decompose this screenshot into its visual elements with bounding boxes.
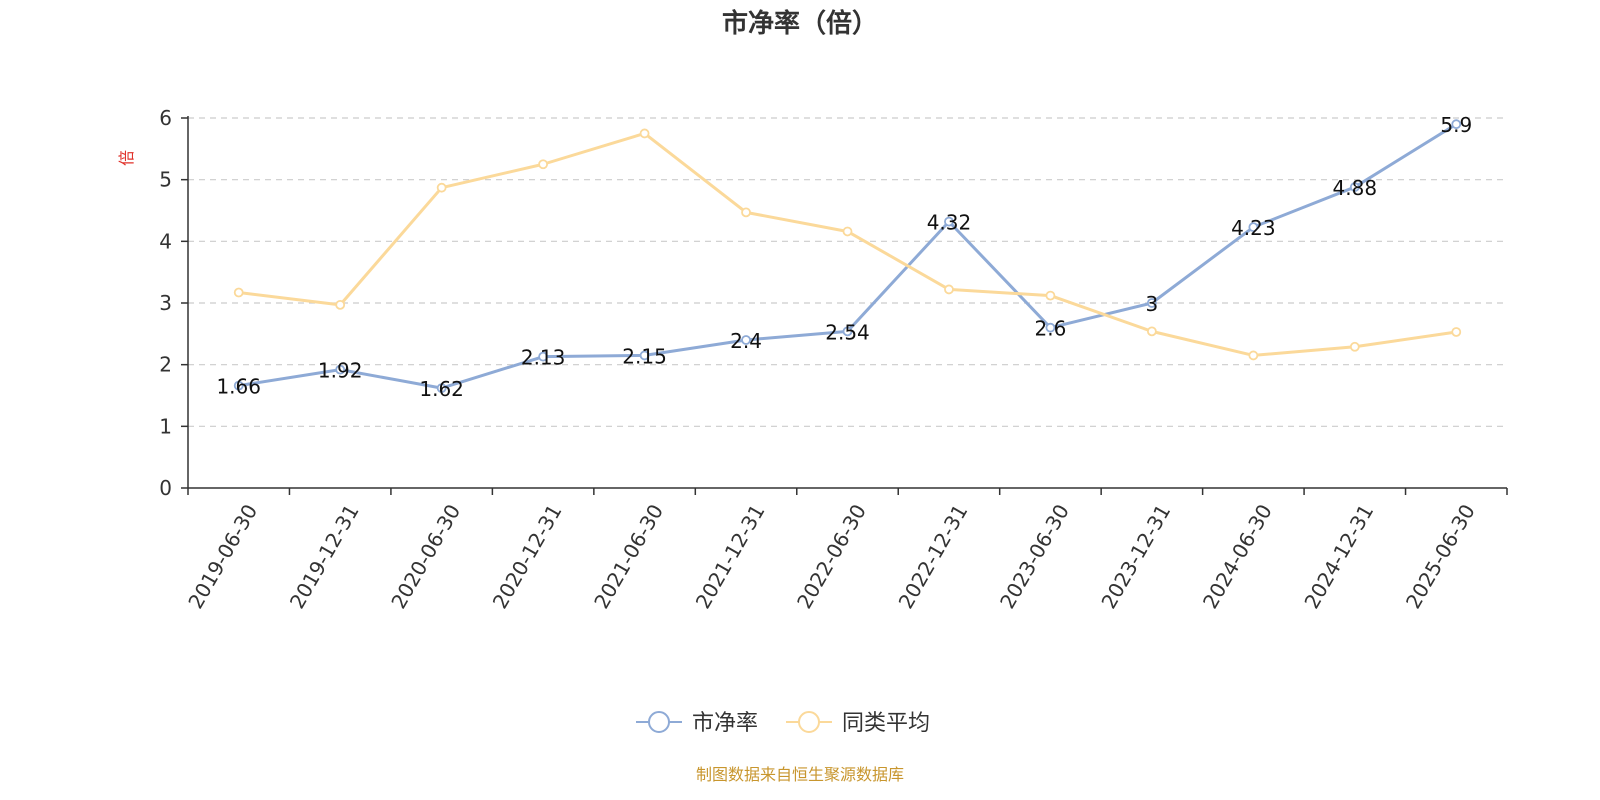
series-point-1 xyxy=(436,182,447,193)
data-label: 5.9 xyxy=(1440,113,1472,137)
series-point-1 xyxy=(944,284,954,295)
data-label: 2.4 xyxy=(730,329,762,353)
data-label: 1.62 xyxy=(419,377,464,401)
series-point-0 xyxy=(639,350,650,361)
y-tick-label: 1 xyxy=(159,414,172,438)
chart-title: 市净率（倍） xyxy=(722,8,878,39)
series-point-0 xyxy=(1349,182,1360,192)
series-point-0 xyxy=(1248,222,1259,233)
x-tick-label: 2024-12-31 xyxy=(1299,500,1378,613)
x-tick-label: 2021-12-31 xyxy=(691,500,770,613)
y-tick-label: 0 xyxy=(159,476,172,500)
x-tick-label: 2022-06-30 xyxy=(792,500,871,613)
series-layer xyxy=(233,119,1462,394)
data-label: 1.66 xyxy=(216,375,261,399)
series-point-1 xyxy=(1349,341,1360,352)
series-point-1 xyxy=(1146,326,1157,337)
data-label: 1.92 xyxy=(318,359,363,383)
series-point-0 xyxy=(741,335,751,345)
x-tick-label: 2020-12-31 xyxy=(488,500,567,613)
series-point-0 xyxy=(436,383,447,394)
series-point-1 xyxy=(842,226,853,237)
x-tick-label: 2019-12-31 xyxy=(285,500,364,613)
grid-lines xyxy=(188,117,1507,427)
series-line-0 xyxy=(238,122,1458,390)
x-tick-label: 2021-06-30 xyxy=(589,500,668,613)
data-label: 4.88 xyxy=(1333,176,1378,200)
data-label: 4.32 xyxy=(927,211,972,235)
data-label: 2.6 xyxy=(1035,317,1067,341)
series-point-0 xyxy=(538,351,549,362)
legend-label: 同类平均 xyxy=(842,711,930,736)
series-point-1 xyxy=(1045,290,1056,301)
x-tick-label: 2023-06-30 xyxy=(995,500,1074,613)
y-tick-label: 5 xyxy=(159,168,172,192)
series-point-0 xyxy=(1045,322,1056,333)
data-label: 2.54 xyxy=(825,320,870,344)
series-point-1 xyxy=(741,207,751,218)
series-point-0 xyxy=(1146,298,1157,308)
series-point-1 xyxy=(1248,350,1259,361)
x-tick-label: 2023-12-31 xyxy=(1096,500,1175,613)
legend[interactable]: 市净率 同类平均 xyxy=(636,711,930,736)
source-note: 制图数据来自恒生聚源数据库 xyxy=(696,765,904,784)
series-point-0 xyxy=(335,364,346,375)
legend-item-1[interactable]: 同类平均 xyxy=(786,711,930,736)
legend-marker xyxy=(648,711,670,733)
series-point-0 xyxy=(842,326,853,337)
series-point-1 xyxy=(233,287,244,298)
y-tick-label: 4 xyxy=(159,229,172,253)
data-label: 2.15 xyxy=(622,344,667,368)
series-point-1 xyxy=(1451,327,1462,337)
y-axis-label: 倍 xyxy=(117,150,136,166)
y-tick-label: 6 xyxy=(159,106,172,130)
series-point-1 xyxy=(639,128,650,139)
data-label: 4.23 xyxy=(1231,216,1276,240)
x-tick-label: 2019-06-30 xyxy=(183,500,262,613)
legend-marker xyxy=(798,711,820,733)
series-point-1 xyxy=(335,299,346,310)
legend-label: 市净率 xyxy=(692,711,758,736)
x-tick-label: 2025-06-30 xyxy=(1401,500,1480,613)
legend-item-0[interactable]: 市净率 xyxy=(636,711,758,736)
x-tick-label: 2022-12-31 xyxy=(894,500,973,613)
series-point-0 xyxy=(233,380,244,391)
x-tick-label: 2024-06-30 xyxy=(1198,500,1277,613)
series-point-0 xyxy=(1451,119,1462,130)
series-point-0 xyxy=(944,216,954,227)
data-label: 2.13 xyxy=(521,346,566,370)
y-tick-label: 3 xyxy=(159,291,172,315)
series-point-1 xyxy=(538,159,549,170)
data-label: 3 xyxy=(1146,292,1159,316)
data-labels: 1.66 1.92 1.62 2.13 2.15 2.4 2.54 4.32 2.6 3 4.23 4… xyxy=(216,113,1472,401)
y-tick-label: 2 xyxy=(159,353,172,377)
x-tick-label: 2020-06-30 xyxy=(386,500,465,613)
